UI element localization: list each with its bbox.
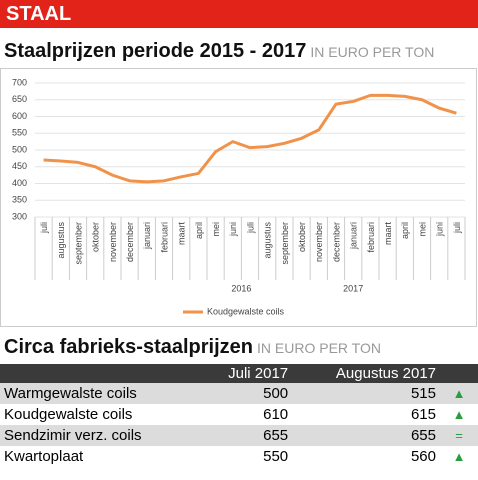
chart-heading: Staalprijzen periode 2015 - 2017 IN EURO … bbox=[4, 40, 434, 63]
table-row: Kwartoplaat 550 560 ▲ bbox=[0, 446, 478, 467]
x-tick-label: oktober bbox=[297, 222, 307, 252]
x-tick-label: november bbox=[108, 222, 118, 262]
x-tick-label: juli bbox=[245, 222, 255, 234]
table-cell: 655 bbox=[292, 425, 440, 446]
table-cell: 500 bbox=[199, 383, 293, 404]
x-tick-label: juli bbox=[39, 222, 49, 234]
x-tick-label: mei bbox=[211, 222, 221, 237]
trend-indicator: ▲ bbox=[452, 407, 466, 422]
x-tick-label: oktober bbox=[91, 222, 101, 252]
y-tick-label: 650 bbox=[12, 94, 27, 104]
x-tick-label: december bbox=[331, 222, 341, 262]
y-tick-label: 350 bbox=[12, 195, 27, 205]
y-tick-label: 500 bbox=[12, 144, 27, 154]
x-tick-label: juli bbox=[452, 222, 462, 234]
x-tick-label: maart bbox=[383, 222, 393, 246]
table-cell: 615 bbox=[410, 406, 436, 423]
table-row: Sendzimir verz. coils 655 655 = bbox=[0, 425, 478, 446]
year-label: 2016 bbox=[231, 283, 251, 293]
chart-title: Staalprijzen periode 2015 - 2017 bbox=[4, 40, 307, 62]
table-cell: Kwartoplaat bbox=[4, 448, 84, 465]
x-tick-label: augustus bbox=[56, 222, 66, 259]
x-tick-label: september bbox=[73, 222, 83, 265]
table-title: Circa fabrieks-staalprijzen bbox=[4, 336, 253, 358]
table-cell: Warmgewalste coils bbox=[0, 383, 200, 404]
table-cell: 515 bbox=[292, 383, 440, 404]
table-cell: 655 bbox=[199, 425, 293, 446]
table-row: Koudgewalste coils 610 615 ▲ bbox=[0, 404, 478, 425]
y-tick-label: 450 bbox=[12, 161, 27, 171]
x-tick-label: september bbox=[280, 222, 290, 265]
x-tick-label: juni bbox=[435, 222, 445, 237]
y-tick-label: 400 bbox=[12, 178, 27, 188]
trend-indicator: ▲ bbox=[452, 449, 466, 464]
table-cell: Koudgewalste coils bbox=[4, 406, 133, 423]
header-cell: Juli 2017 bbox=[199, 364, 293, 383]
x-tick-label: december bbox=[125, 222, 135, 262]
y-tick-label: 600 bbox=[12, 111, 27, 121]
line-series bbox=[43, 93, 457, 184]
y-tick-label: 300 bbox=[12, 211, 27, 221]
header-row: Juli 2017 Augustus 2017 bbox=[0, 364, 478, 383]
year-label: 2017 bbox=[343, 283, 363, 293]
header-cell: Augustus 2017 bbox=[292, 364, 440, 383]
table-cell: 610 bbox=[263, 406, 289, 423]
chart: 300 350 400 450 500 550 600 650 700 juli augustus s… bbox=[0, 68, 477, 327]
section-label: STAAL bbox=[6, 3, 72, 25]
x-tick-label: maart bbox=[177, 222, 187, 246]
x-tick-label: januari bbox=[349, 222, 359, 250]
price-table: Juli 2017 Augustus 2017 Warmgewalste coil… bbox=[0, 364, 478, 467]
y-tick-label: 700 bbox=[12, 77, 27, 87]
x-tick-label: april bbox=[400, 222, 410, 239]
x-tick-label: augustus bbox=[263, 222, 273, 259]
x-tick-label: mei bbox=[417, 222, 427, 237]
table-row: Warmgewalste coils 500 515 ▲ bbox=[0, 383, 478, 404]
chart-frame bbox=[0, 68, 477, 327]
trend-indicator: ▲ bbox=[440, 383, 478, 404]
x-tick-label: januari bbox=[142, 222, 152, 250]
x-tick-label: februari bbox=[159, 222, 169, 253]
x-tick-label: april bbox=[194, 222, 204, 239]
table-cell: 550 bbox=[263, 448, 289, 465]
legend-label: Koudgewalste coils bbox=[207, 306, 285, 316]
x-tick-label: november bbox=[314, 222, 324, 262]
trend-indicator: = bbox=[440, 425, 478, 446]
header-cell bbox=[0, 364, 200, 383]
table-cell: Sendzimir verz. coils bbox=[0, 425, 200, 446]
x-tick-label: februari bbox=[366, 222, 376, 253]
table-subtitle: IN EURO PER TON bbox=[257, 340, 381, 356]
header-cell bbox=[440, 364, 478, 383]
x-tick-label: juni bbox=[228, 222, 238, 237]
y-tick-label: 550 bbox=[12, 128, 27, 138]
table-cell: 560 bbox=[410, 448, 436, 465]
chart-subtitle: IN EURO PER TON bbox=[310, 44, 435, 60]
section-bar: STAAL bbox=[0, 0, 478, 28]
table-heading: Circa fabrieks-staalprijzen IN EURO PER T… bbox=[4, 336, 381, 359]
